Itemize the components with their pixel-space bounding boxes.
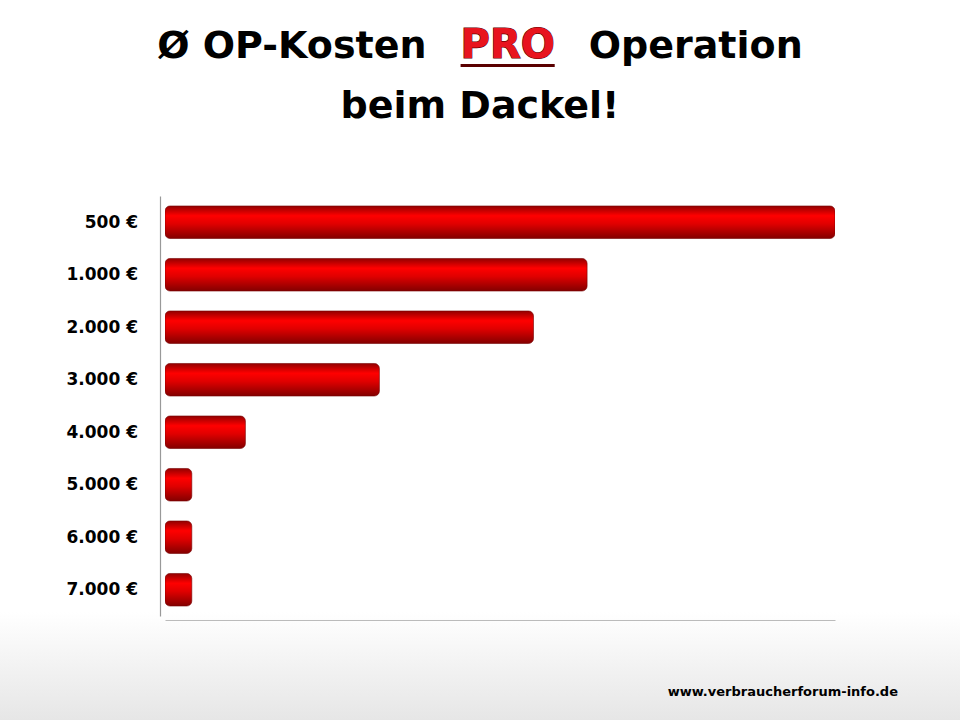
bar (165, 206, 835, 239)
title-part: Operation (589, 23, 803, 67)
title: Ø OP-Kosten PRO Operation (157, 21, 802, 67)
bar (165, 258, 587, 291)
y-tick-label: 500 € (85, 212, 138, 232)
bar (165, 311, 534, 344)
subtitle: beim Dackel! (341, 83, 620, 127)
bars (165, 206, 835, 606)
x-axis-line (166, 620, 836, 621)
y-axis: 500 € 1.000 € 2.000 € 3.000 € 4.000 € 5.000 €… (66, 197, 160, 617)
bar (165, 521, 192, 554)
y-tick-label: 6.000 € (66, 527, 138, 547)
title-highlight: PRO (461, 21, 555, 67)
source: www.verbraucherforum-info.de (668, 684, 899, 699)
y-tick: 6.000 € (66, 527, 160, 547)
background (0, 0, 960, 720)
x-axis (166, 620, 836, 621)
chart: Ø OP-Kosten PRO Operation beim Dackel! 500 €… (0, 0, 960, 720)
y-tick-label: 4.000 € (66, 422, 138, 442)
y-tick: 7.000 € (66, 579, 160, 599)
bar (165, 363, 379, 396)
y-tick-label: 2.000 € (66, 317, 138, 337)
y-tick: 1.000 € (66, 264, 160, 284)
y-tick-label: 3.000 € (66, 369, 138, 389)
title-underline (461, 64, 555, 67)
y-tick: 5.000 € (66, 474, 160, 494)
bar (165, 468, 192, 501)
y-axis-line (160, 197, 161, 617)
y-tick-label: 1.000 € (66, 264, 138, 284)
y-tick: 4.000 € (66, 422, 160, 442)
y-tick-label: 7.000 € (66, 579, 138, 599)
title-part: Ø OP-Kosten (157, 23, 426, 67)
y-tick-label: 5.000 € (66, 474, 138, 494)
y-tick: 500 € (85, 212, 160, 232)
bar (165, 416, 245, 449)
y-tick: 2.000 € (66, 317, 160, 337)
y-tick: 3.000 € (66, 369, 160, 389)
bar (165, 573, 192, 606)
